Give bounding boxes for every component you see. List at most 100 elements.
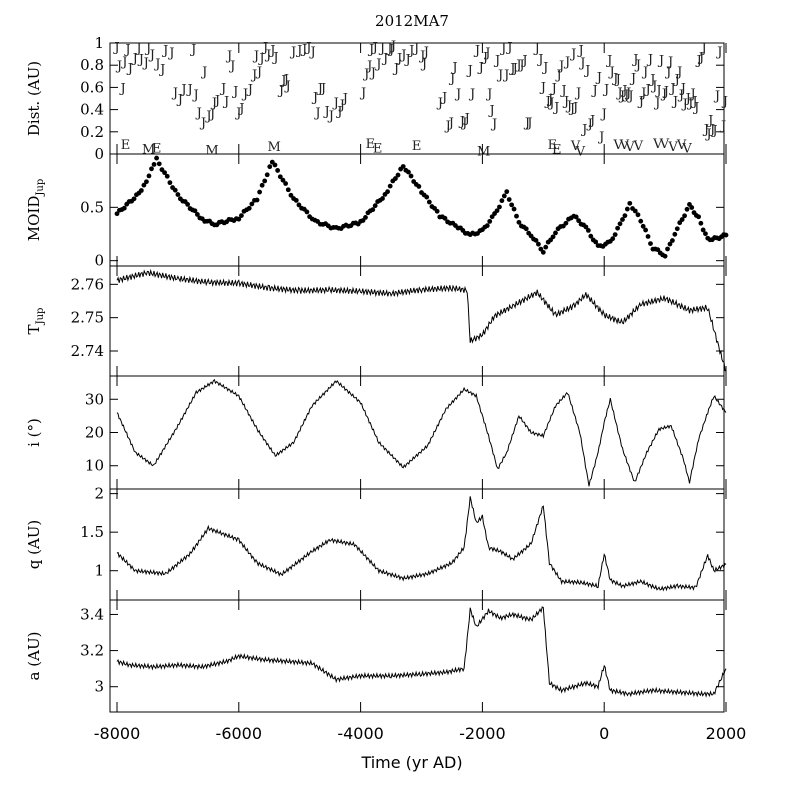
moid-point (131, 196, 137, 202)
jupiter-marker: J (367, 43, 374, 58)
y-tick-label: 2 (94, 485, 104, 503)
jupiter-marker: J (626, 89, 633, 104)
moid-point (622, 213, 628, 219)
jupiter-marker: J (158, 63, 165, 78)
jupiter-marker: J (118, 81, 125, 96)
jupiter-marker: J (246, 83, 253, 98)
jupiter-marker: J (369, 66, 376, 81)
jupiter-marker: J (231, 85, 238, 100)
jupiter-marker: J (282, 73, 289, 88)
jupiter-marker: J (463, 111, 470, 126)
jupiter-marker: J (646, 53, 653, 68)
jupiter-marker: J (167, 46, 174, 61)
moid-point (434, 208, 440, 214)
moid-point (506, 197, 512, 202)
y-tick-label: 1 (94, 34, 104, 52)
moid-point (667, 241, 673, 247)
moid-point (536, 241, 541, 247)
moid-point (406, 169, 411, 175)
moid-point (670, 238, 675, 243)
moid-point (640, 223, 646, 229)
jupiter-marker: J (686, 96, 693, 111)
moid-point (703, 231, 708, 237)
moid-point (624, 206, 630, 212)
jupiter-marker: J (199, 116, 206, 131)
x-axis: -8000 -6000 -4000 -2000 0 2000 (94, 724, 747, 743)
moid-point (194, 212, 200, 217)
jupiter-marker: J (322, 105, 329, 120)
moid-point (523, 226, 529, 232)
jupiter-marker: J (511, 61, 518, 76)
moid-point (573, 214, 579, 220)
jupiter-marker: J (673, 73, 680, 88)
moid-point (497, 204, 502, 210)
jupiter-marker: J (637, 95, 644, 110)
jupiter-marker: J (692, 100, 699, 115)
jupiter-marker: J (713, 89, 720, 104)
jupiter-marker: J (600, 107, 607, 122)
moid-point (684, 206, 690, 212)
jupiter-marker: J (481, 50, 488, 65)
moid-point (416, 184, 422, 189)
moid-point (239, 213, 244, 219)
jupiter-marker: J (134, 41, 141, 56)
x-tick-label: -2000 (459, 724, 506, 743)
jupiter-marker: J (295, 44, 302, 59)
moid-point (696, 214, 701, 220)
jupiter-marker: J (327, 109, 334, 124)
y-tick-label: 10 (85, 457, 104, 475)
jupiter-marker: J (316, 81, 323, 96)
jupiter-marker: J (615, 86, 622, 101)
moid-point (593, 239, 599, 245)
jupiter-marker: J (702, 122, 709, 137)
jupiter-marker: J (137, 53, 144, 68)
jupiter-marker: J (557, 59, 564, 74)
jupiter-marker: J (304, 40, 311, 55)
jupiter-marker: J (580, 122, 587, 137)
jupiter-marker: J (719, 119, 726, 134)
moid-point (643, 227, 649, 233)
jupiter-marker: J (222, 95, 229, 110)
moid-point (149, 166, 154, 172)
jupiter-marker: J (440, 90, 447, 105)
jupiter-marker: J (123, 43, 130, 58)
moid-point (620, 217, 625, 222)
jupiter-marker: J (622, 88, 629, 103)
jupiter-marker: J (311, 90, 318, 105)
moid-point (372, 203, 378, 209)
mars-marker: M (205, 144, 218, 159)
jupiter-marker: J (374, 57, 381, 72)
jupiter-marker: J (695, 54, 702, 69)
moid-point (275, 168, 281, 173)
venus-marker: V (681, 141, 692, 156)
y-axis-label: i (°) (25, 418, 43, 447)
jupiter-marker: J (131, 51, 138, 66)
jupiter-marker: J (468, 87, 475, 102)
jupiter-marker: J (555, 68, 562, 83)
jupiter-marker: J (289, 45, 296, 60)
jupiter-marker: J (371, 40, 378, 55)
jupiter-marker: J (189, 43, 196, 58)
jupiter-marker: J (660, 87, 667, 102)
jupiter-marker: J (444, 119, 451, 134)
jupiter-marker: J (241, 87, 248, 102)
jupiter-marker: J (597, 130, 604, 145)
x-axis-label: Time (yr AD) (360, 753, 462, 772)
moid-point (246, 205, 252, 211)
jupiter-marker: J (634, 58, 641, 73)
moid-point (511, 206, 517, 212)
moid-point (277, 174, 283, 180)
venus-marker: V (652, 137, 663, 152)
jupiter-marker: J (544, 95, 551, 110)
panel-a: 3 3.2 3.4 a (AU) (25, 599, 727, 713)
jupiter-marker: J (436, 96, 443, 111)
moid-point (387, 183, 393, 189)
jupiter-marker: J (671, 95, 678, 110)
moid-point (553, 230, 558, 236)
moid-point (655, 247, 661, 253)
venus-marker: V (659, 137, 670, 152)
moid-point (254, 197, 260, 203)
moid-point (262, 178, 268, 184)
